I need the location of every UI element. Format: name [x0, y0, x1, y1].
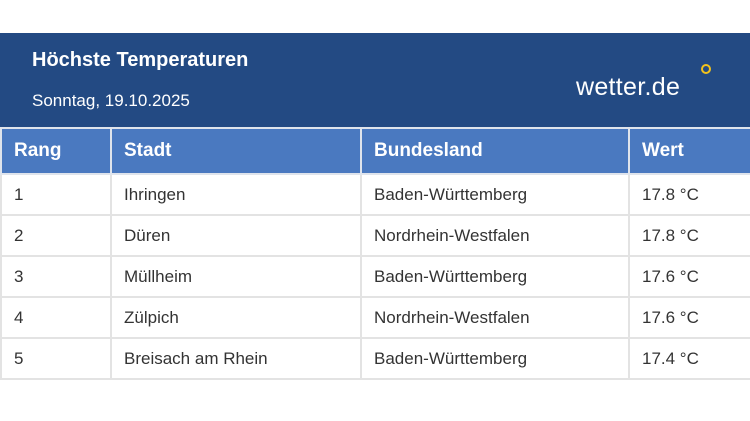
table-cell: Baden-Württemberg — [360, 255, 630, 298]
table-cell: 3 — [0, 255, 112, 298]
table-cell: Düren — [110, 214, 362, 257]
table-cell: Baden-Württemberg — [360, 173, 630, 216]
header-row: Rang Stadt Bundesland Wert — [0, 127, 750, 175]
table: Rang Stadt Bundesland Wert 1 Ihringen Baden-W… — [0, 127, 750, 380]
table-row: 5 Breisach am Rhein Baden-Württemberg 17.4 … — [0, 337, 750, 380]
column-header: Stadt — [110, 127, 362, 175]
table-cell: 17.6 °C — [628, 255, 750, 298]
table-cell: Müllheim — [110, 255, 362, 298]
table-cell: 1 — [0, 173, 112, 216]
table-cell: Zülpich — [110, 296, 362, 339]
table-cell: 2 — [0, 214, 112, 257]
table-cell: 17.8 °C — [628, 214, 750, 257]
title: Höchste Temperaturen — [32, 49, 249, 71]
table-row: 2 Düren Nordrhein-Westfalen 17.8 °C — [0, 214, 750, 257]
table-cell: 17.8 °C — [628, 173, 750, 216]
table-cell: 4 — [0, 296, 112, 339]
table-cell: Baden-Württemberg — [360, 337, 630, 380]
column-header: Wert — [628, 127, 750, 175]
date: Sonntag, 19.10.2025 — [32, 91, 190, 110]
table-cell: 5 — [0, 337, 112, 380]
table-body: 1 Ihringen Baden-Württemberg 17.8 °C 2 Düren N… — [0, 173, 750, 380]
table-cell: Breisach am Rhein — [110, 337, 362, 380]
table-cell: Nordrhein-Westfalen — [360, 214, 630, 257]
table-row: 3 Müllheim Baden-Württemberg 17.6 °C — [0, 255, 750, 298]
table-cell: 17.4 °C — [628, 337, 750, 380]
column-header: Rang — [0, 127, 112, 175]
table-cell: Nordrhein-Westfalen — [360, 296, 630, 339]
table-cell: Ihringen — [110, 173, 362, 216]
column-header: Bundesland — [360, 127, 630, 175]
logo: wetter.de — [576, 73, 681, 101]
logo-dot — [701, 64, 711, 74]
table-row: 1 Ihringen Baden-Württemberg 17.8 °C — [0, 173, 750, 216]
header — [0, 33, 750, 127]
table-row: 4 Zülpich Nordrhein-Westfalen 17.6 °C — [0, 296, 750, 339]
table-cell: 17.6 °C — [628, 296, 750, 339]
